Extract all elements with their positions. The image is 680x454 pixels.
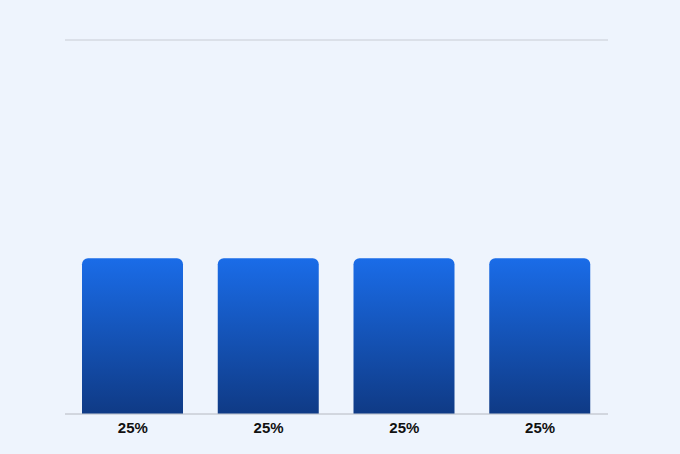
svg-text:25%: 25% — [389, 419, 419, 436]
svg-text:25%: 25% — [254, 419, 284, 436]
svg-text:25%: 25% — [118, 419, 148, 436]
svg-text:25%: 25% — [525, 419, 555, 436]
